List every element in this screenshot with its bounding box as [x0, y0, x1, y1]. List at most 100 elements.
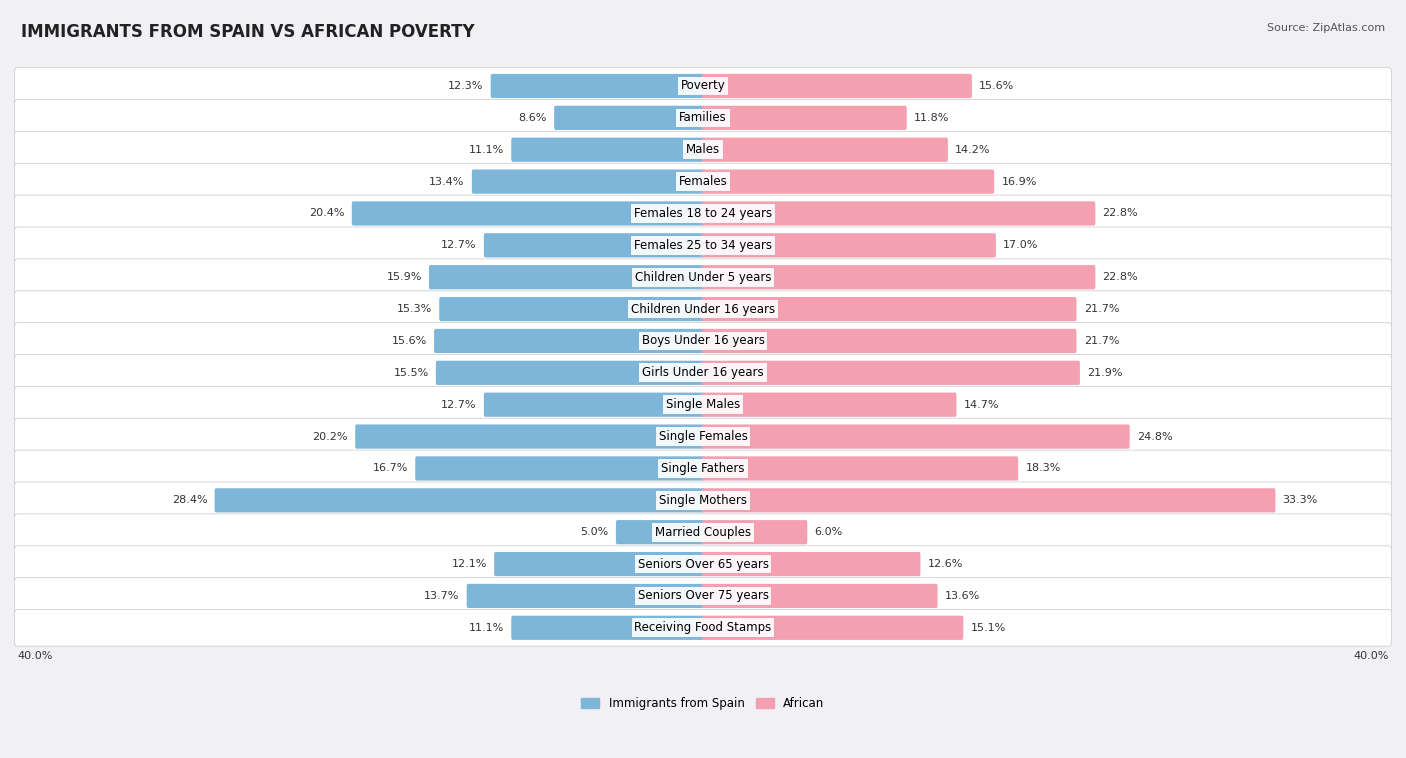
FancyBboxPatch shape: [415, 456, 704, 481]
Legend: Immigrants from Spain, African: Immigrants from Spain, African: [576, 692, 830, 715]
Text: Females: Females: [679, 175, 727, 188]
Text: Females 25 to 34 years: Females 25 to 34 years: [634, 239, 772, 252]
FancyBboxPatch shape: [702, 584, 938, 608]
FancyBboxPatch shape: [702, 615, 963, 640]
FancyBboxPatch shape: [352, 202, 704, 226]
FancyBboxPatch shape: [14, 259, 1392, 296]
Text: 33.3%: 33.3%: [1282, 495, 1317, 506]
FancyBboxPatch shape: [702, 329, 1077, 353]
FancyBboxPatch shape: [702, 361, 1080, 385]
Text: 20.4%: 20.4%: [309, 208, 344, 218]
FancyBboxPatch shape: [14, 609, 1392, 646]
FancyBboxPatch shape: [439, 297, 704, 321]
Text: Seniors Over 65 years: Seniors Over 65 years: [637, 558, 769, 571]
Text: 13.6%: 13.6%: [945, 591, 980, 601]
Text: Males: Males: [686, 143, 720, 156]
FancyBboxPatch shape: [14, 418, 1392, 455]
Text: 14.7%: 14.7%: [963, 399, 1000, 410]
Text: 11.1%: 11.1%: [468, 623, 505, 633]
FancyBboxPatch shape: [491, 74, 704, 98]
FancyBboxPatch shape: [14, 578, 1392, 614]
FancyBboxPatch shape: [467, 584, 704, 608]
Text: 20.2%: 20.2%: [312, 431, 349, 442]
FancyBboxPatch shape: [14, 355, 1392, 391]
FancyBboxPatch shape: [14, 195, 1392, 232]
FancyBboxPatch shape: [702, 105, 907, 130]
Text: 5.0%: 5.0%: [581, 528, 609, 537]
Text: 16.7%: 16.7%: [373, 463, 408, 474]
FancyBboxPatch shape: [702, 138, 948, 162]
Text: 12.6%: 12.6%: [928, 559, 963, 569]
FancyBboxPatch shape: [215, 488, 704, 512]
FancyBboxPatch shape: [702, 488, 1275, 512]
FancyBboxPatch shape: [14, 291, 1392, 327]
Text: Children Under 16 years: Children Under 16 years: [631, 302, 775, 315]
FancyBboxPatch shape: [434, 329, 704, 353]
Text: 21.9%: 21.9%: [1087, 368, 1122, 377]
FancyBboxPatch shape: [436, 361, 704, 385]
Text: Source: ZipAtlas.com: Source: ZipAtlas.com: [1267, 23, 1385, 33]
FancyBboxPatch shape: [702, 202, 1095, 226]
FancyBboxPatch shape: [702, 456, 1018, 481]
FancyBboxPatch shape: [702, 297, 1077, 321]
FancyBboxPatch shape: [616, 520, 704, 544]
Text: Girls Under 16 years: Girls Under 16 years: [643, 366, 763, 379]
Text: 15.5%: 15.5%: [394, 368, 429, 377]
Text: IMMIGRANTS FROM SPAIN VS AFRICAN POVERTY: IMMIGRANTS FROM SPAIN VS AFRICAN POVERTY: [21, 23, 475, 41]
Text: 17.0%: 17.0%: [1002, 240, 1039, 250]
Text: 28.4%: 28.4%: [172, 495, 208, 506]
Text: 22.8%: 22.8%: [1102, 272, 1139, 282]
Text: Poverty: Poverty: [681, 80, 725, 92]
Text: Children Under 5 years: Children Under 5 years: [634, 271, 772, 283]
Text: 15.9%: 15.9%: [387, 272, 422, 282]
Text: Single Mothers: Single Mothers: [659, 493, 747, 507]
FancyBboxPatch shape: [702, 233, 995, 258]
FancyBboxPatch shape: [14, 163, 1392, 200]
Text: 11.8%: 11.8%: [914, 113, 949, 123]
Text: Married Couples: Married Couples: [655, 526, 751, 539]
FancyBboxPatch shape: [702, 74, 972, 98]
FancyBboxPatch shape: [702, 424, 1129, 449]
Text: 24.8%: 24.8%: [1137, 431, 1173, 442]
Text: 6.0%: 6.0%: [814, 528, 842, 537]
Text: 40.0%: 40.0%: [1354, 651, 1389, 662]
FancyBboxPatch shape: [702, 393, 956, 417]
Text: 13.7%: 13.7%: [425, 591, 460, 601]
Text: 11.1%: 11.1%: [468, 145, 505, 155]
Text: Females 18 to 24 years: Females 18 to 24 years: [634, 207, 772, 220]
Text: Single Females: Single Females: [658, 430, 748, 443]
FancyBboxPatch shape: [14, 387, 1392, 423]
Text: 15.6%: 15.6%: [979, 81, 1014, 91]
Text: 13.4%: 13.4%: [429, 177, 464, 186]
Text: Single Fathers: Single Fathers: [661, 462, 745, 475]
FancyBboxPatch shape: [554, 105, 704, 130]
FancyBboxPatch shape: [14, 67, 1392, 105]
Text: 15.6%: 15.6%: [392, 336, 427, 346]
FancyBboxPatch shape: [702, 520, 807, 544]
Text: Single Males: Single Males: [666, 398, 740, 411]
Text: Seniors Over 75 years: Seniors Over 75 years: [637, 590, 769, 603]
Text: 12.3%: 12.3%: [449, 81, 484, 91]
FancyBboxPatch shape: [14, 546, 1392, 582]
Text: 18.3%: 18.3%: [1025, 463, 1060, 474]
FancyBboxPatch shape: [484, 233, 704, 258]
Text: 15.1%: 15.1%: [970, 623, 1005, 633]
FancyBboxPatch shape: [702, 265, 1095, 290]
FancyBboxPatch shape: [14, 131, 1392, 168]
FancyBboxPatch shape: [512, 615, 704, 640]
FancyBboxPatch shape: [14, 99, 1392, 136]
FancyBboxPatch shape: [702, 552, 921, 576]
Text: 22.8%: 22.8%: [1102, 208, 1139, 218]
Text: 21.7%: 21.7%: [1084, 304, 1119, 314]
FancyBboxPatch shape: [494, 552, 704, 576]
FancyBboxPatch shape: [14, 227, 1392, 264]
FancyBboxPatch shape: [14, 323, 1392, 359]
FancyBboxPatch shape: [472, 170, 704, 194]
Text: 8.6%: 8.6%: [519, 113, 547, 123]
FancyBboxPatch shape: [429, 265, 704, 290]
Text: 16.9%: 16.9%: [1001, 177, 1036, 186]
FancyBboxPatch shape: [356, 424, 704, 449]
FancyBboxPatch shape: [702, 170, 994, 194]
Text: 14.2%: 14.2%: [955, 145, 991, 155]
FancyBboxPatch shape: [484, 393, 704, 417]
